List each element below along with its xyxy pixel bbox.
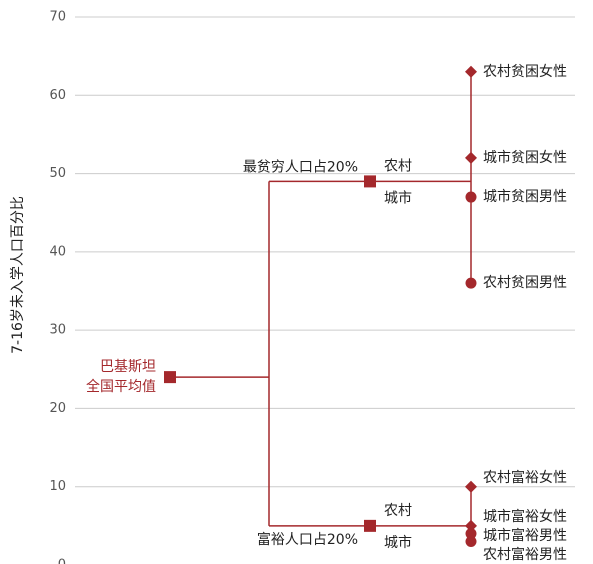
y-tick-label: 60	[49, 88, 66, 103]
group-label: 富裕人口占20%	[257, 531, 358, 548]
y-tick-label: 20	[49, 401, 66, 416]
y-axis-label: 7-16岁未入学人口百分比	[10, 196, 26, 354]
group-label: 最贫穷人口占20%	[243, 159, 358, 175]
leaf-label: 农村富裕男性	[483, 546, 567, 563]
root-label: 全国平均值	[86, 378, 156, 395]
branch-label: 农村	[384, 503, 412, 519]
leaf-marker	[465, 277, 477, 289]
leaf-marker	[465, 480, 477, 493]
leaf-label: 城市富裕女性	[483, 508, 567, 525]
y-tick-label: 0	[58, 558, 66, 564]
branch-label: 农村	[384, 158, 412, 174]
leaf-marker	[465, 65, 477, 78]
leaf-label: 农村富裕女性	[483, 469, 567, 486]
group-marker	[364, 519, 376, 532]
leaf-marker	[465, 191, 477, 203]
y-tick-label: 30	[49, 323, 66, 338]
leaf-label: 农村贫困女性	[483, 63, 567, 80]
y-tick-label: 10	[49, 479, 66, 494]
leaf-marker	[465, 528, 477, 540]
leaf-marker	[465, 151, 477, 164]
y-tick-label: 40	[49, 244, 66, 259]
leaf-label: 城市贫困女性	[483, 149, 567, 166]
group-marker	[364, 175, 376, 188]
root-marker	[164, 371, 176, 384]
leaf-label: 城市富裕男性	[483, 527, 567, 544]
leaf-marker	[465, 519, 477, 532]
branch-label: 城市	[384, 189, 412, 206]
root-label: 巴基斯坦	[100, 358, 156, 375]
leaf-label: 农村贫困男性	[483, 275, 567, 291]
y-tick-label: 50	[49, 166, 66, 181]
leaf-marker	[465, 536, 477, 548]
leaf-label: 城市贫困男性	[483, 188, 567, 205]
y-tick-label: 70	[49, 10, 66, 25]
branch-label: 城市	[384, 534, 412, 551]
